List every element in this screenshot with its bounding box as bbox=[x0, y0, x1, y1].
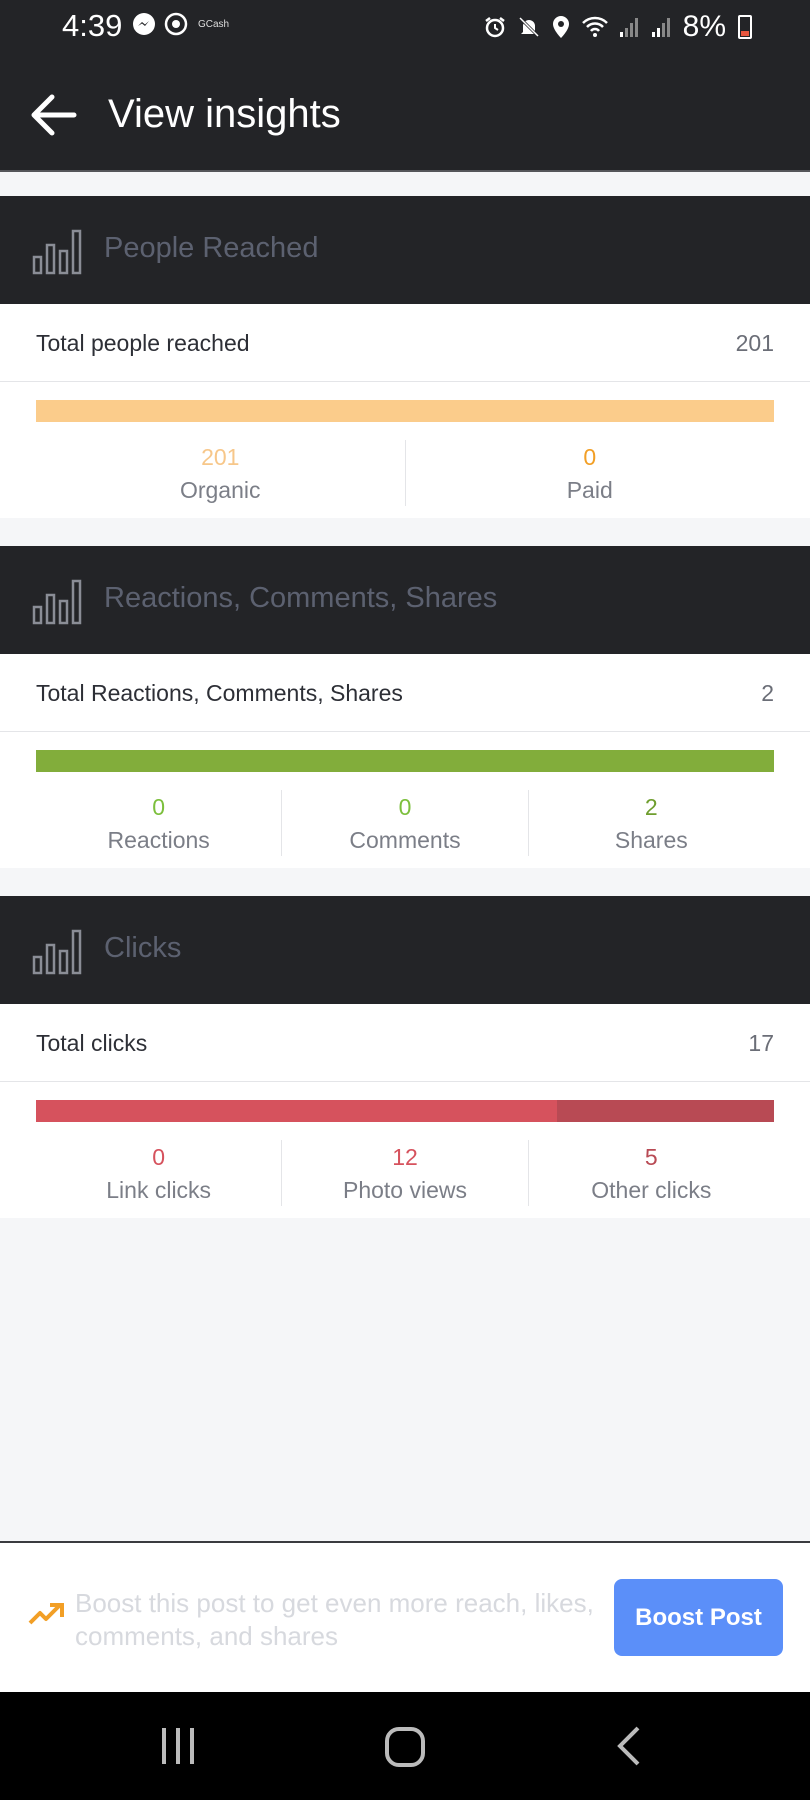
gcash-label: GCash bbox=[198, 18, 230, 30]
total-row: Total clicks 17 bbox=[0, 1004, 810, 1082]
stat-label: Comments bbox=[349, 827, 461, 853]
signal-icon bbox=[619, 18, 638, 37]
total-label: Total people reached bbox=[36, 330, 250, 356]
total-label: Total Reactions, Comments, Shares bbox=[36, 680, 403, 706]
footer-divider bbox=[0, 1541, 810, 1543]
battery-icon bbox=[738, 15, 752, 39]
boost-bar: Boost this post to get even more reach, … bbox=[0, 1543, 810, 1692]
breakdown: 201 Organic 0 Paid bbox=[0, 382, 810, 518]
messenger-icon bbox=[133, 13, 155, 35]
stat-label: Reactions bbox=[107, 827, 210, 853]
total-value: 2 bbox=[761, 680, 774, 706]
shares-stat: 2 Shares bbox=[527, 790, 774, 856]
bar-chart-icon bbox=[32, 229, 82, 275]
section-title: Clicks bbox=[104, 932, 182, 964]
breakdown: 0 Reactions 0 Comments 2 Shares bbox=[0, 732, 810, 868]
people-reached-section: People Reached Total people reached 201 … bbox=[0, 196, 810, 518]
link-clicks-stat: 0 Link clicks bbox=[36, 1140, 281, 1206]
shares-bar-segment bbox=[36, 750, 774, 772]
stat-label: Shares bbox=[614, 827, 688, 853]
clicks-progress-bar bbox=[36, 1100, 774, 1122]
section-title: Reactions, Comments, Shares bbox=[104, 582, 498, 614]
recent-apps-icon[interactable] bbox=[158, 1726, 198, 1766]
section-header: Clicks bbox=[0, 896, 810, 1004]
home-icon[interactable] bbox=[384, 1726, 426, 1768]
trending-up-icon bbox=[28, 1603, 64, 1625]
stat-value: 5 bbox=[644, 1144, 658, 1170]
stat-value: 0 bbox=[583, 444, 597, 470]
stat-label: Photo views bbox=[342, 1177, 467, 1203]
mute-icon bbox=[518, 16, 539, 38]
stat-value: 2 bbox=[644, 794, 658, 820]
battery-percent: 8% bbox=[682, 10, 726, 43]
bar-chart-icon bbox=[32, 929, 82, 975]
stat-value: 0 bbox=[152, 794, 166, 820]
target-app-icon bbox=[164, 12, 188, 36]
stat-value: 0 bbox=[398, 794, 412, 820]
section-header: Reactions, Comments, Shares bbox=[0, 546, 810, 654]
comments-stat: 0 Comments bbox=[281, 790, 527, 856]
stat-value: 12 bbox=[392, 1144, 418, 1170]
total-value: 201 bbox=[735, 330, 774, 356]
status-time: 4:39 bbox=[62, 8, 123, 43]
section-title: People Reached bbox=[104, 232, 319, 264]
breakdown: 0 Link clicks 12 Photo views 5 Other cli… bbox=[0, 1082, 810, 1218]
organic-stat: 201 Organic bbox=[36, 440, 405, 506]
back-arrow-icon[interactable] bbox=[28, 92, 78, 138]
back-nav-icon[interactable] bbox=[616, 1726, 644, 1766]
section-header: People Reached bbox=[0, 196, 810, 304]
total-value: 17 bbox=[748, 1030, 774, 1056]
status-bar: 4:39 GCash 8% bbox=[0, 0, 810, 58]
page-title: View insights bbox=[108, 92, 341, 136]
engagement-section: Reactions, Comments, Shares Total Reacti… bbox=[0, 546, 810, 868]
reactions-stat: 0 Reactions bbox=[36, 790, 281, 856]
stat-value: 0 bbox=[152, 1144, 166, 1170]
wifi-icon bbox=[581, 16, 608, 37]
alarm-icon bbox=[484, 17, 505, 38]
total-row: Total people reached 201 bbox=[0, 304, 810, 382]
other-clicks-bar-segment bbox=[557, 1100, 774, 1122]
reach-progress-bar bbox=[36, 400, 774, 422]
total-label: Total clicks bbox=[36, 1030, 148, 1056]
paid-stat: 0 Paid bbox=[404, 440, 775, 506]
stat-label: Link clicks bbox=[106, 1177, 212, 1203]
location-icon bbox=[552, 16, 569, 38]
stat-value: 201 bbox=[201, 444, 240, 470]
photo-views-bar-segment bbox=[36, 1100, 558, 1122]
bar-chart-icon bbox=[32, 579, 82, 625]
boost-message: Boost this post to get even more reach, … bbox=[75, 1588, 594, 1651]
signal-icon-2 bbox=[651, 18, 670, 37]
system-nav-bar bbox=[0, 1692, 810, 1800]
other-clicks-stat: 5 Other clicks bbox=[527, 1140, 774, 1206]
stat-label: Other clicks bbox=[591, 1177, 712, 1203]
clicks-section: Clicks Total clicks 17 0 Link clicks 12 … bbox=[0, 896, 810, 1218]
stat-label: Paid bbox=[566, 477, 613, 503]
total-row: Total Reactions, Comments, Shares 2 bbox=[0, 654, 810, 732]
stat-label: Organic bbox=[179, 477, 261, 503]
photo-views-stat: 12 Photo views bbox=[281, 1140, 527, 1206]
boost-post-button[interactable]: Boost Post bbox=[614, 1579, 783, 1656]
app-bar: View insights bbox=[0, 58, 810, 172]
engagement-progress-bar bbox=[36, 750, 774, 772]
organic-bar-segment bbox=[36, 400, 774, 422]
